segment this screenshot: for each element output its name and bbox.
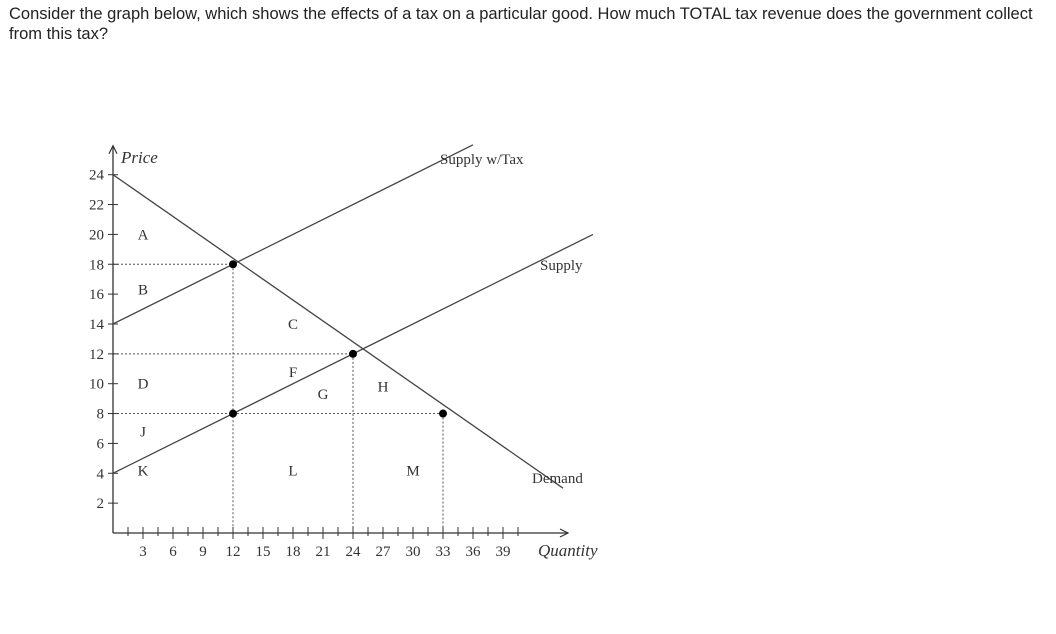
region-labels: A B C D F G H J K L M [138, 227, 420, 479]
equilibrium-point [229, 260, 237, 269]
x-tick-label: 18 [286, 544, 301, 560]
curves [112, 144, 594, 489]
series-label-supply-with-tax: Supply w/Tax [440, 152, 524, 168]
region-label: K [138, 463, 149, 479]
y-axis-label: Price [120, 148, 158, 167]
region-label: A [138, 227, 149, 243]
x-tick-label: 3 [139, 544, 147, 560]
y-tick-label: 2 [97, 496, 105, 512]
x-tick-label: 24 [346, 544, 362, 560]
region-label: B [138, 283, 148, 299]
y-tick-label: 20 [89, 227, 104, 243]
x-axis-label: Quantity [538, 541, 598, 560]
y-tick-label: 14 [89, 317, 105, 333]
x-tick-label: 21 [316, 544, 331, 560]
x-tick-label: 36 [466, 544, 482, 560]
equilibrium-point [349, 349, 357, 358]
x-tick-label: 30 [406, 544, 421, 560]
question-text: Consider the graph below, which shows th… [9, 5, 1033, 43]
equilibrium-points [229, 260, 447, 418]
x-axis-arrow [559, 528, 570, 538]
y-tick-label: 24 [89, 168, 105, 184]
x-tick-label: 33 [436, 544, 451, 560]
equilibrium-point [439, 409, 447, 418]
axes [108, 144, 570, 538]
x-tick-label: 39 [496, 544, 511, 560]
y-tick-label: 10 [89, 377, 104, 393]
y-axis-arrow [108, 144, 118, 155]
region-label: D [138, 377, 149, 393]
region-label: M [406, 463, 419, 479]
region-label: H [378, 380, 389, 396]
axis-ticks: 3 6 9 12 15 18 21 24 27 30 33 36 3924681012141618202… [89, 168, 519, 560]
y-tick-label: 6 [97, 436, 105, 452]
x-tick-label: 15 [256, 544, 271, 560]
y-tick-label: 16 [89, 287, 105, 303]
demand-line [112, 174, 564, 489]
y-tick-label: 22 [89, 198, 104, 214]
guide-lines [113, 263, 444, 533]
series-label-supply: Supply [540, 258, 583, 274]
equilibrium-point [229, 409, 237, 418]
x-tick-label: 9 [199, 544, 207, 560]
region-label: J [140, 424, 146, 440]
series-label-demand: Demand [532, 471, 583, 487]
y-tick-label: 12 [89, 347, 104, 363]
region-label: L [288, 463, 297, 479]
region-label: G [318, 387, 329, 403]
x-tick-label: 27 [376, 544, 392, 560]
y-tick-label: 4 [97, 466, 105, 482]
region-label: F [289, 365, 297, 381]
x-tick-label: 6 [169, 544, 177, 560]
region-label: C [288, 317, 298, 333]
y-tick-label: 8 [97, 407, 105, 423]
supply-with-tax-line [112, 144, 474, 325]
y-tick-label: 18 [89, 257, 104, 273]
x-tick-label: 12 [226, 544, 241, 560]
